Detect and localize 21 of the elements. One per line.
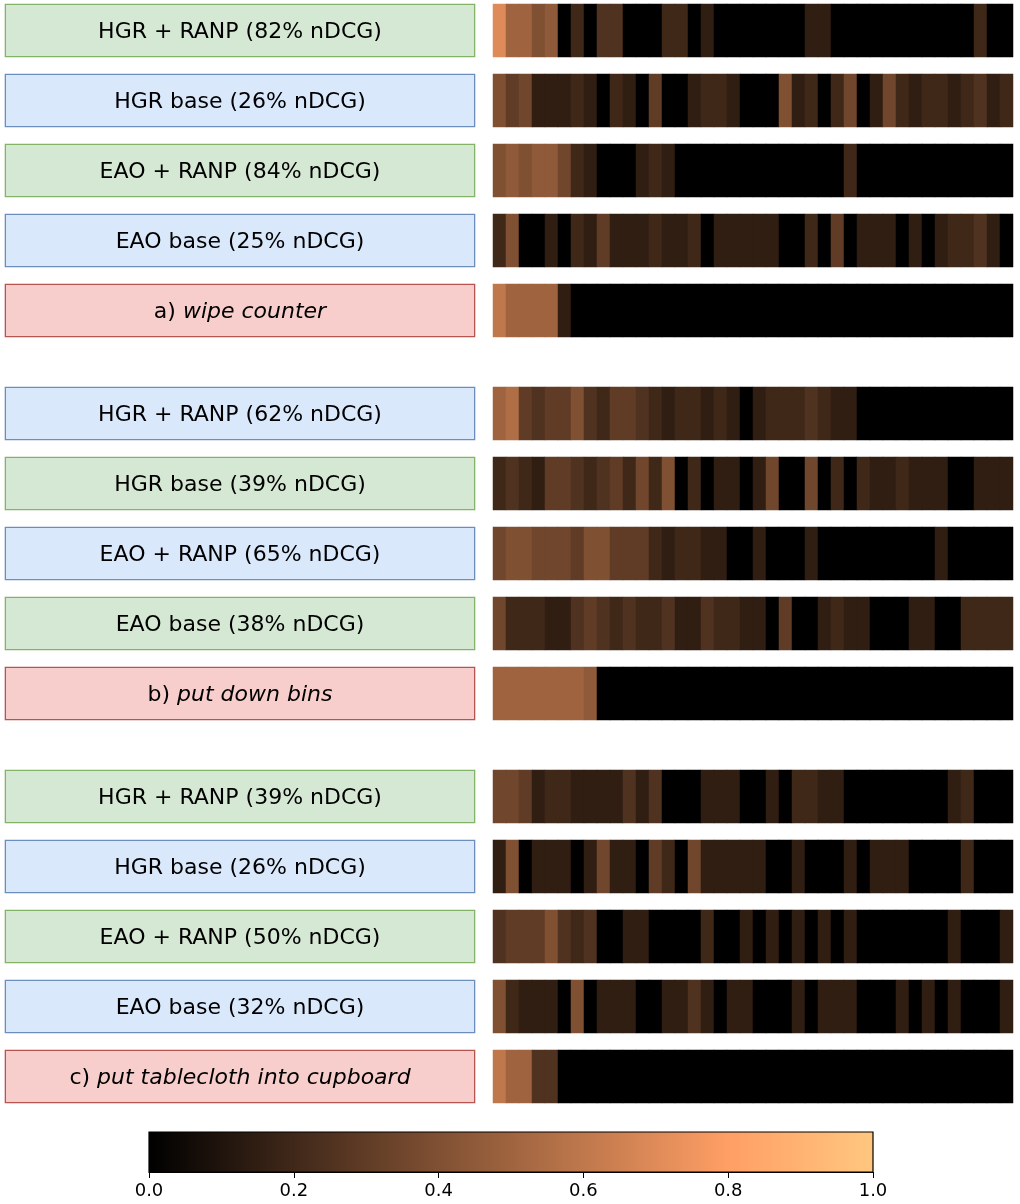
y-tick-label: EAO + RANP (50% nDCG) bbox=[99, 924, 381, 949]
color-bar-label: 0.6 bbox=[569, 1178, 598, 1200]
y-tick-label: EAO base (25% nDCG) bbox=[115, 228, 365, 253]
y-tick-label: EAO base (38% nDCG) bbox=[115, 611, 365, 636]
y-tick-label: EAO + RANP (65% nDCG) bbox=[99, 541, 381, 566]
color-bar-label: 0.2 bbox=[279, 1178, 309, 1200]
color-bar-label: 0.0 bbox=[134, 1178, 164, 1200]
y-tick-label: EAO + RANP (84% nDCG) bbox=[99, 158, 381, 183]
y-tick-label: c) put tablecloth into cupboard bbox=[69, 1064, 412, 1089]
y-tick-label: b) put down bins bbox=[147, 681, 333, 706]
y-tick-label: a) wipe counter bbox=[153, 298, 329, 323]
y-tick-label: HGR base (26% nDCG) bbox=[114, 88, 366, 113]
y-tick-label: HGR + RANP (39% nDCG) bbox=[98, 784, 382, 809]
y-tick-label: EAO base (32% nDCG) bbox=[115, 994, 365, 1019]
y-tick-label: HGR base (39% nDCG) bbox=[114, 471, 366, 496]
y-tick-label: HGR base (26% nDCG) bbox=[114, 854, 366, 879]
y-tick-label: HGR + RANP (82% nDCG) bbox=[98, 18, 382, 43]
y-tick-label: HGR + RANP (62% nDCG) bbox=[98, 401, 382, 426]
color-bar-label: 0.8 bbox=[713, 1178, 743, 1200]
color-bar-label: 0.4 bbox=[424, 1178, 453, 1200]
color-bar-label: 1.0 bbox=[858, 1178, 888, 1200]
